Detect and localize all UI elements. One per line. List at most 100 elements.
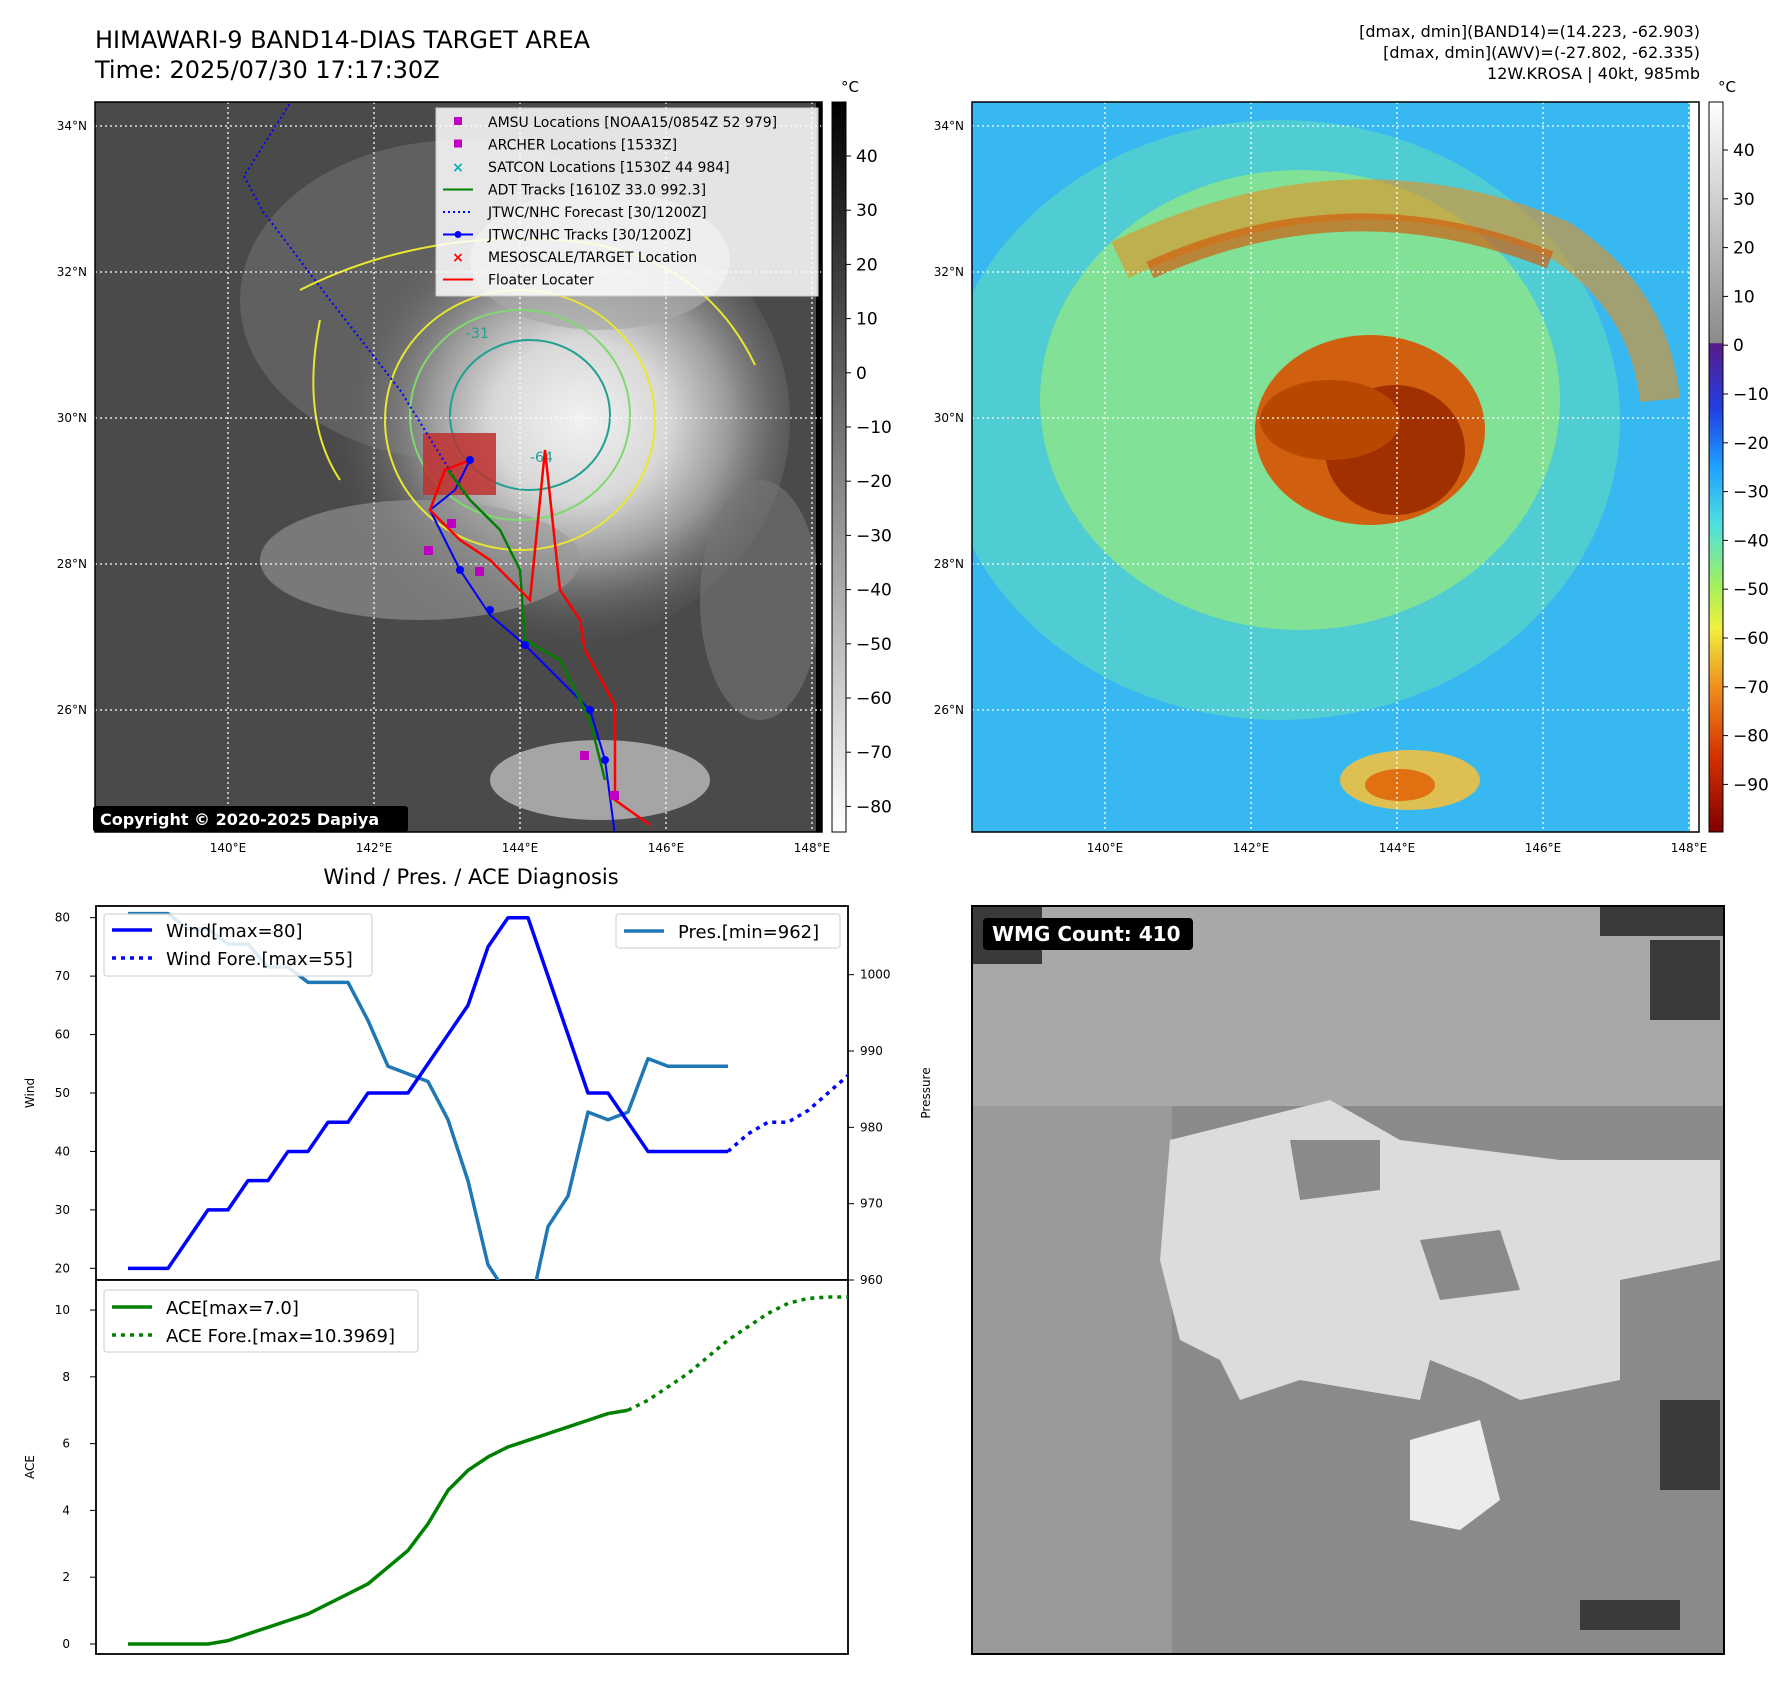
floater-track [428, 449, 651, 827]
colorbar-color-tick-label: −80 [1733, 727, 1769, 747]
colorbar-color-tick-label: −40 [1733, 531, 1769, 551]
info-line-1: [dmax, dmin](BAND14)=(14.223, -62.903) [1359, 22, 1700, 41]
colorbar-gray-tick-label: −20 [856, 472, 892, 492]
colorbar-gray-tick-label: 20 [856, 255, 878, 275]
ace-ytick-label: 10 [55, 1303, 70, 1317]
legend-item-label: SATCON Locations [1530Z 44 984] [488, 160, 730, 176]
lat-label: 30°N [57, 411, 87, 425]
legend-item-label: ARCHER Locations [1533Z] [488, 138, 677, 154]
lon-label: 140°E [210, 841, 247, 855]
lon-label: 142°E [356, 841, 393, 855]
colorbar-color-tick-label: 10 [1733, 287, 1755, 307]
copyright-badge: Copyright © 2020-2025 Dapiya [93, 806, 408, 832]
jtwc-forecast-track [242, 102, 466, 496]
colorbar-gray-tick-label: 0 [856, 364, 867, 384]
map-legend: AMSU Locations [NOAA15/0854Z 52 979] ARCH… [435, 107, 819, 297]
contour-label-2: -64 [530, 450, 553, 466]
colorbar-color-tick-label: 30 [1733, 190, 1755, 210]
lat-label: 26°N [934, 703, 964, 717]
copyright-text: Copyright © 2020-2025 Dapiya [100, 810, 379, 829]
colorbar-color-tick-label: 40 [1733, 141, 1755, 161]
ace-ytick-label: 4 [62, 1503, 70, 1517]
legend-marker [454, 139, 462, 148]
legend-marker [454, 231, 462, 238]
lat-label: 34°N [934, 119, 964, 133]
lon-label: 146°E [1525, 841, 1562, 855]
wind-forecast-line [726, 1073, 848, 1153]
colorbar-color-tick-label: 20 [1733, 239, 1755, 259]
lon-label: 146°E [648, 841, 685, 855]
colorbar-gray-tick-label: −80 [856, 797, 892, 817]
jtwc-points [456, 456, 609, 764]
legend-marker: × [452, 160, 464, 176]
legend-item-label: ADT Tracks [1610Z 33.0 992.3] [488, 183, 706, 199]
colorbar-gray-tick-label: 10 [856, 310, 878, 330]
colorbar-color-tick-label: −20 [1733, 434, 1769, 454]
ace-line [128, 1408, 629, 1646]
colorbar-gray-tick-label: 30 [856, 201, 878, 221]
contour-label: -31 [466, 326, 489, 342]
chart-title: Wind / Pres. / ACE Diagnosis [323, 865, 618, 889]
pressure-ytick-label: 1000 [860, 968, 891, 982]
pressure-ytick-label: 960 [860, 1273, 883, 1287]
info-line-3: 12W.KROSA | 40kt, 985mb [1487, 64, 1700, 83]
legend-item-label: AMSU Locations [NOAA15/0854Z 52 979] [488, 115, 777, 131]
colorbar-color-tick-label: −60 [1733, 629, 1769, 649]
ace-forecast-line [627, 1295, 848, 1412]
wind-ylabel: Wind [23, 1078, 37, 1108]
pressure-legend: Pres.[min=962] [615, 913, 841, 949]
wind-legend-left: Wind[max=80] Wind Fore.[max=55] [103, 913, 373, 977]
legend-item-label: MESOSCALE/TARGET Location [488, 250, 697, 266]
lon-label: 148°E [1671, 841, 1708, 855]
ace-legend-2: ACE Fore.[max=10.3969] [166, 1326, 395, 1347]
figure-title: HIMAWARI-9 BAND14-DIAS TARGET AREA [95, 26, 591, 54]
pressure-ylabel: Pressure [919, 1067, 933, 1118]
pressure-legend-label: Pres.[min=962] [678, 922, 819, 943]
wind-ytick-label: 80 [55, 911, 70, 925]
colorbar-color-tick-label: −10 [1733, 385, 1769, 405]
wind-ytick-label: 60 [55, 1028, 70, 1042]
colorbar-gray-tick-label: −70 [856, 743, 892, 763]
colorbar-gray-tick-label: −30 [856, 526, 892, 546]
ace-ytick-label: 8 [62, 1370, 70, 1384]
colorbar-gray-tick-label: 40 [856, 147, 878, 167]
wind-legend-1: Wind[max=80] [166, 921, 303, 942]
wind-ytick-label: 40 [55, 1144, 70, 1158]
lat-label: 26°N [57, 703, 87, 717]
ace-ytick-label: 6 [62, 1437, 70, 1451]
ir-color-map [972, 102, 1699, 832]
storm-tracks [242, 102, 651, 832]
lat-label: 30°N [934, 411, 964, 425]
wind-ytick-label: 30 [55, 1203, 70, 1217]
colorbar-color-tick-label: −90 [1733, 775, 1769, 795]
legend-item-label: Floater Locater [488, 273, 594, 289]
lat-label: 28°N [57, 557, 87, 571]
jtwc-track [428, 459, 616, 832]
colorbar-gray-tick-label: −60 [856, 689, 892, 709]
colorbar-gray: °C 40 30 20 10 0 −10 −20 −30 −40 −50 −60 −70 −80 [831, 78, 892, 833]
lat-label: 32°N [57, 265, 87, 279]
colorbar-gray-tick-label: −50 [856, 635, 892, 655]
wind-legend-2: Wind Fore.[max=55] [166, 949, 353, 970]
lon-label: 144°E [1379, 841, 1416, 855]
ace-legend: ACE[max=7.0] ACE Fore.[max=10.3969] [103, 1289, 419, 1353]
figure-time: Time: 2025/07/30 17:17:30Z [95, 56, 440, 84]
legend-marker: × [452, 250, 464, 266]
colorbar-color-tick-label: −50 [1733, 580, 1769, 600]
wmg-count: WMG Count: 410 [992, 922, 1181, 946]
lat-label: 32°N [934, 265, 964, 279]
colorbar-gray-tick-label: −40 [856, 581, 892, 601]
legend-item-label: JTWC/NHC Tracks [30/1200Z] [487, 228, 691, 244]
wind-ytick-label: 20 [55, 1261, 70, 1275]
colorbar-gray-unit: °C [841, 78, 859, 96]
info-line-2: [dmax, dmin](AWV)=(-27.802, -62.335) [1383, 43, 1700, 62]
map2-gridlines [972, 102, 1699, 832]
ace-legend-1: ACE[max=7.0] [166, 1298, 299, 1319]
colorbar-color-tick-label: 0 [1733, 336, 1744, 356]
wmg-panel: WMG Count: 410 [971, 905, 1725, 1655]
legend-item-label: JTWC/NHC Forecast [30/1200Z] [487, 205, 707, 221]
lon-label: 140°E [1087, 841, 1124, 855]
pressure-ytick-label: 970 [860, 1197, 883, 1211]
ace-ytick-label: 0 [62, 1637, 70, 1651]
